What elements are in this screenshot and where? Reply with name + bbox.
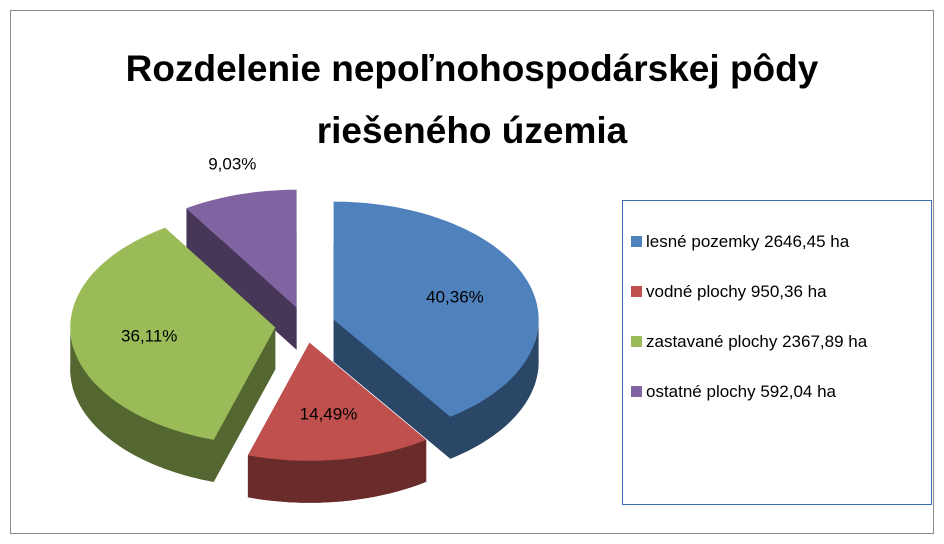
slice-top xyxy=(247,342,427,461)
legend-swatch xyxy=(631,336,642,347)
legend-swatch xyxy=(631,236,642,247)
pie-slice xyxy=(333,201,539,459)
data-label: 36,11% xyxy=(121,326,177,345)
slice-wall xyxy=(213,327,276,482)
slice-rim xyxy=(70,327,214,482)
slice-rim xyxy=(450,319,539,459)
legend-label: ostatné plochy 592,04 ha xyxy=(646,382,836,401)
legend-item: vodné plochy 950,36 ha xyxy=(631,279,923,304)
pie-slice xyxy=(70,227,276,482)
pie-slice xyxy=(247,342,427,503)
slice-rim xyxy=(247,439,427,503)
data-label: 14,49% xyxy=(300,405,358,424)
slice-top xyxy=(186,189,297,308)
chart-border xyxy=(10,10,934,534)
legend-label: lesné pozemky 2646,45 ha xyxy=(646,232,850,251)
legend-swatch xyxy=(631,386,642,397)
chart-title: Rozdelenie nepoľnohospodárskej pôdy rieš… xyxy=(125,48,819,151)
legend-item: zastavané plochy 2367,89 ha xyxy=(631,329,923,354)
pie-slice xyxy=(186,189,297,350)
slice-wall xyxy=(186,208,297,350)
slice-top xyxy=(70,227,276,440)
legend-swatch xyxy=(631,286,642,297)
legend-item: ostatné plochy 592,04 ha xyxy=(631,379,923,404)
slice-wall xyxy=(333,319,451,459)
legend-item: lesné pozemky 2646,45 ha xyxy=(631,229,923,254)
legend-label: vodné plochy 950,36 ha xyxy=(646,282,827,301)
legend: lesné pozemky 2646,45 ha vodné plochy 950… xyxy=(622,200,932,505)
data-label: 40,36% xyxy=(426,287,484,306)
data-label: 9,03% xyxy=(208,154,256,173)
legend-label: zastavané plochy 2367,89 ha xyxy=(646,332,868,351)
slice-top xyxy=(333,201,539,417)
